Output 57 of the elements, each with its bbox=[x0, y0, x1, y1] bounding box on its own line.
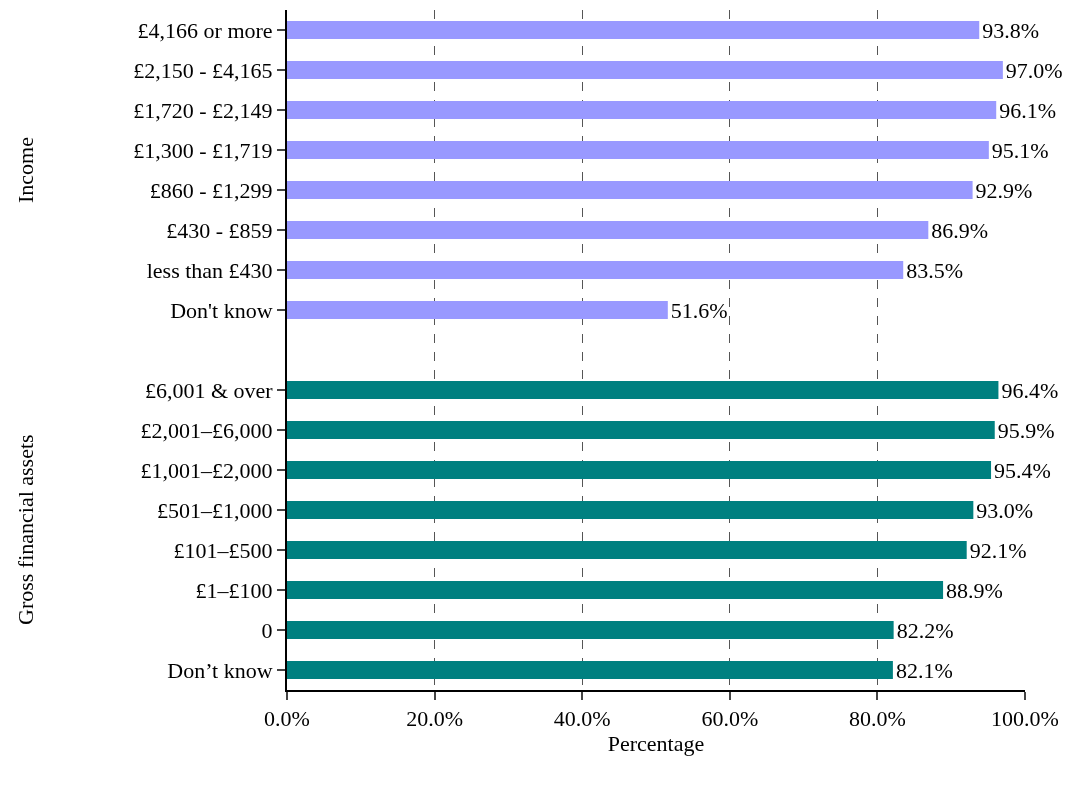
x-tick-label: 60.0% bbox=[701, 706, 759, 732]
bar bbox=[287, 21, 980, 39]
bar bbox=[287, 581, 944, 599]
data-label: 92.1% bbox=[969, 537, 1027, 563]
y-tick-label: £501–£1,000 bbox=[157, 497, 273, 523]
data-label: 93.0% bbox=[976, 497, 1034, 523]
bar bbox=[287, 141, 989, 159]
y-tick-label: £430 - £859 bbox=[166, 217, 273, 243]
x-tick-label: 80.0% bbox=[848, 706, 906, 732]
y-tick-label: £1,720 - £2,149 bbox=[133, 97, 273, 123]
bar bbox=[287, 541, 967, 559]
data-label: 95.9% bbox=[997, 417, 1055, 443]
data-label: 97.0% bbox=[1005, 57, 1063, 83]
bar bbox=[287, 61, 1003, 79]
y-tick-label: £860 - £1,299 bbox=[149, 177, 273, 203]
y-tick-label: £101–£500 bbox=[173, 537, 273, 563]
data-label: 51.6% bbox=[670, 297, 728, 323]
x-tick-label: 40.0% bbox=[553, 706, 611, 732]
data-label: 83.5% bbox=[906, 257, 964, 283]
y-tick-label: less than £430 bbox=[146, 257, 273, 283]
bar bbox=[287, 501, 974, 519]
y-tick-label: Don’t know bbox=[167, 657, 273, 683]
data-label: 82.2% bbox=[896, 617, 954, 643]
y-tick-label: £2,150 - £4,165 bbox=[133, 57, 273, 83]
bar bbox=[287, 621, 894, 639]
x-tick-label: 20.0% bbox=[406, 706, 464, 732]
x-tick-label: 0.0% bbox=[264, 706, 310, 732]
bar bbox=[287, 181, 973, 199]
data-label: 82.1% bbox=[895, 657, 953, 683]
data-label: 92.9% bbox=[975, 177, 1033, 203]
x-tick-label: 100.0% bbox=[991, 706, 1059, 732]
bar bbox=[287, 221, 929, 239]
bar bbox=[287, 381, 999, 399]
data-label: 95.4% bbox=[994, 457, 1051, 483]
data-label: 93.8% bbox=[982, 17, 1040, 43]
x-axis-title: Percentage bbox=[607, 731, 705, 757]
bar bbox=[287, 661, 893, 679]
y-tick-label: £1,001–£2,000 bbox=[140, 457, 273, 483]
data-label: 96.1% bbox=[999, 97, 1057, 123]
bar bbox=[287, 301, 668, 319]
y-tick-label: £1–£100 bbox=[195, 577, 273, 603]
data-label: 88.9% bbox=[946, 577, 1003, 603]
text: Gross financial assets bbox=[13, 434, 39, 626]
y-tick-label: £6,001 & over bbox=[144, 377, 274, 403]
bar bbox=[287, 421, 995, 439]
bar bbox=[287, 461, 992, 479]
data-label: 95.1% bbox=[991, 137, 1049, 163]
y-tick-label: Don't know bbox=[170, 297, 273, 323]
bar bbox=[287, 101, 997, 119]
text: Income bbox=[13, 137, 39, 204]
y-tick-label: £1,300 - £1,719 bbox=[133, 137, 273, 163]
y-tick-label: £2,001–£6,000 bbox=[140, 417, 273, 443]
data-label: 86.9% bbox=[931, 217, 989, 243]
y-tick-label: 0 bbox=[261, 617, 273, 643]
data-label: 96.4% bbox=[1001, 377, 1059, 403]
bar bbox=[287, 261, 904, 279]
y-tick-label: £4,166 or more bbox=[137, 17, 273, 43]
